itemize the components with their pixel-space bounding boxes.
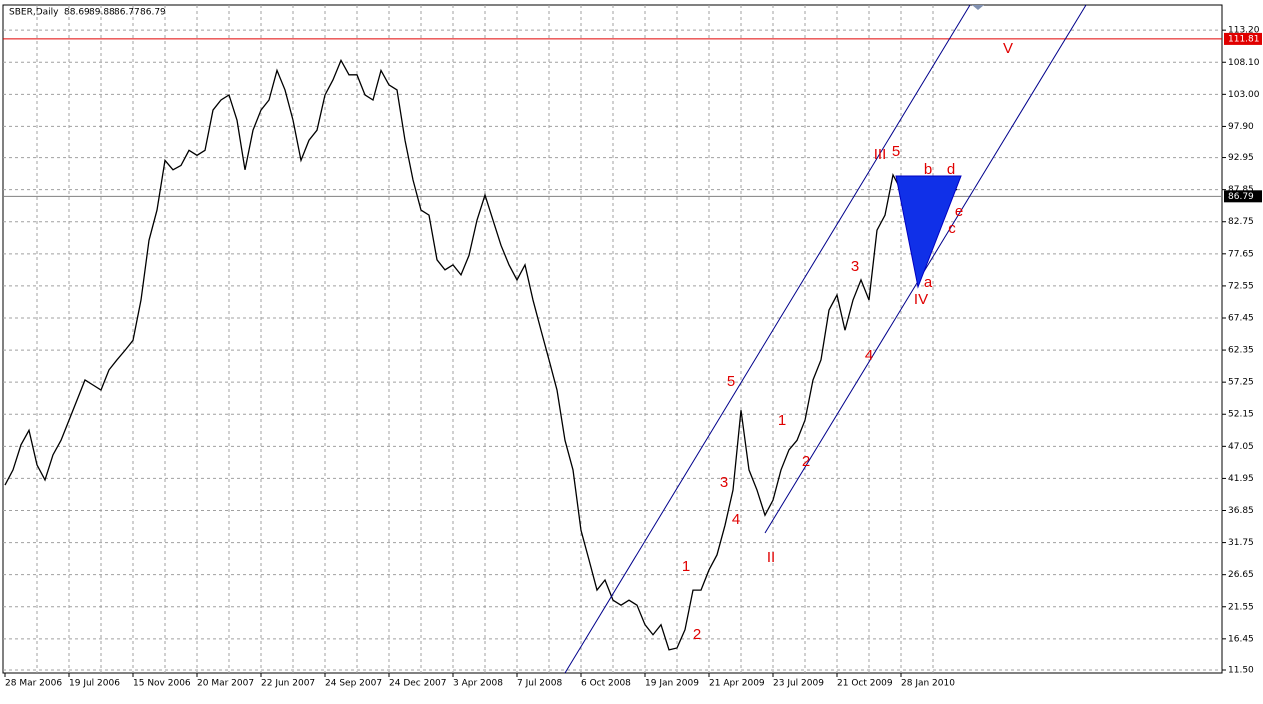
y-tick-label: 87.85 bbox=[1228, 185, 1254, 195]
wave-label: 4 bbox=[865, 347, 873, 364]
header-high: 89.88 bbox=[89, 8, 115, 18]
marks bbox=[3, 38, 1222, 651]
y-tick-label: 52.15 bbox=[1228, 410, 1254, 420]
grid bbox=[3, 5, 1226, 673]
y-tick-label: 82.75 bbox=[1228, 217, 1254, 227]
x-tick-label: 28 Jan 2010 bbox=[901, 679, 955, 689]
x-tick-label: 7 Jul 2008 bbox=[517, 679, 562, 689]
plot-frame bbox=[2, 4, 1223, 674]
wave-label: e bbox=[955, 203, 963, 220]
x-tick-label: 6 Oct 2008 bbox=[581, 679, 631, 689]
wave-label: 4 bbox=[732, 511, 740, 528]
y-tick-label: 67.45 bbox=[1228, 313, 1254, 323]
y-tick-label: 72.55 bbox=[1228, 281, 1254, 291]
wave-label: b bbox=[924, 161, 932, 178]
y-tick-label: 21.55 bbox=[1228, 602, 1254, 612]
x-tick-label: 28 Mar 2006 bbox=[5, 679, 62, 689]
x-tick-label: 22 Jun 2007 bbox=[261, 679, 315, 689]
wave-label: III bbox=[874, 146, 887, 163]
x-tick-label: 15 Nov 2006 bbox=[133, 679, 191, 689]
marker bbox=[972, 5, 984, 10]
y-tick-label: 103.00 bbox=[1228, 90, 1260, 100]
y-tick-label: 108.10 bbox=[1228, 58, 1260, 68]
channel-upper bbox=[564, 4, 971, 674]
y-tick-label: 113.20 bbox=[1228, 26, 1260, 36]
header-symbol: SBER,Daily bbox=[9, 8, 59, 18]
y-tick-label: 77.65 bbox=[1228, 249, 1254, 259]
wave-label: 5 bbox=[892, 143, 900, 160]
y-tick-label: 97.90 bbox=[1228, 122, 1254, 132]
x-tick-label: 19 Jul 2006 bbox=[69, 679, 120, 689]
wave-label: 5 bbox=[727, 373, 735, 390]
wave-label: c bbox=[948, 220, 956, 237]
wave-label: 2 bbox=[693, 626, 701, 643]
y-tick-label: 36.85 bbox=[1228, 506, 1254, 516]
y-tick-label: 26.65 bbox=[1228, 570, 1254, 580]
x-tick-label: 21 Apr 2009 bbox=[709, 679, 765, 689]
wave-label: 3 bbox=[720, 474, 728, 491]
level-label: 111.81 bbox=[1228, 34, 1260, 44]
x-tick-label: 19 Jan 2009 bbox=[645, 679, 699, 689]
triangle bbox=[895, 175, 962, 289]
wave-label: d bbox=[947, 161, 955, 178]
price-label: 86.79 bbox=[1228, 192, 1254, 202]
x-tick-label: 20 Mar 2007 bbox=[197, 679, 254, 689]
wave-label: 1 bbox=[778, 412, 786, 429]
y-tick-label: 16.45 bbox=[1228, 634, 1254, 644]
wave-label: 2 bbox=[802, 453, 810, 470]
wave-label: a bbox=[924, 274, 933, 291]
y-tick-label: 62.35 bbox=[1228, 346, 1254, 356]
labels: 113.20 108.10 103.00 97.90 92.95 87.85 82.75 77… bbox=[4, 26, 1262, 689]
wave-label: 1 bbox=[682, 558, 690, 575]
y-tick-label: 57.25 bbox=[1228, 378, 1254, 388]
y-tick-label: 31.75 bbox=[1228, 538, 1254, 548]
y-tick-label: 11.50 bbox=[1228, 665, 1254, 675]
x-tick-label: 23 Jul 2009 bbox=[773, 679, 824, 689]
header-low: 86.77 bbox=[114, 8, 140, 18]
wave-label: 3 bbox=[851, 258, 859, 275]
wave-label: II bbox=[767, 549, 775, 566]
x-tick-label: 3 Apr 2008 bbox=[453, 679, 503, 689]
level-tag bbox=[1224, 32, 1262, 45]
x-tick-label: 21 Oct 2009 bbox=[837, 679, 893, 689]
wave-label: V bbox=[1003, 40, 1013, 57]
y-tick-label: 41.95 bbox=[1228, 474, 1254, 484]
wave-label: IV bbox=[914, 291, 928, 308]
x-tick-label: 24 Sep 2007 bbox=[325, 679, 382, 689]
x-tick-label: 24 Dec 2007 bbox=[389, 679, 447, 689]
price-tag bbox=[1224, 190, 1262, 203]
y-tick-label: 47.05 bbox=[1228, 442, 1254, 452]
header-open: 88.69 bbox=[64, 8, 90, 18]
price-line-series bbox=[4, 58, 958, 651]
header-close: 86.79 bbox=[140, 8, 166, 18]
y-tick-label: 92.95 bbox=[1228, 153, 1254, 163]
